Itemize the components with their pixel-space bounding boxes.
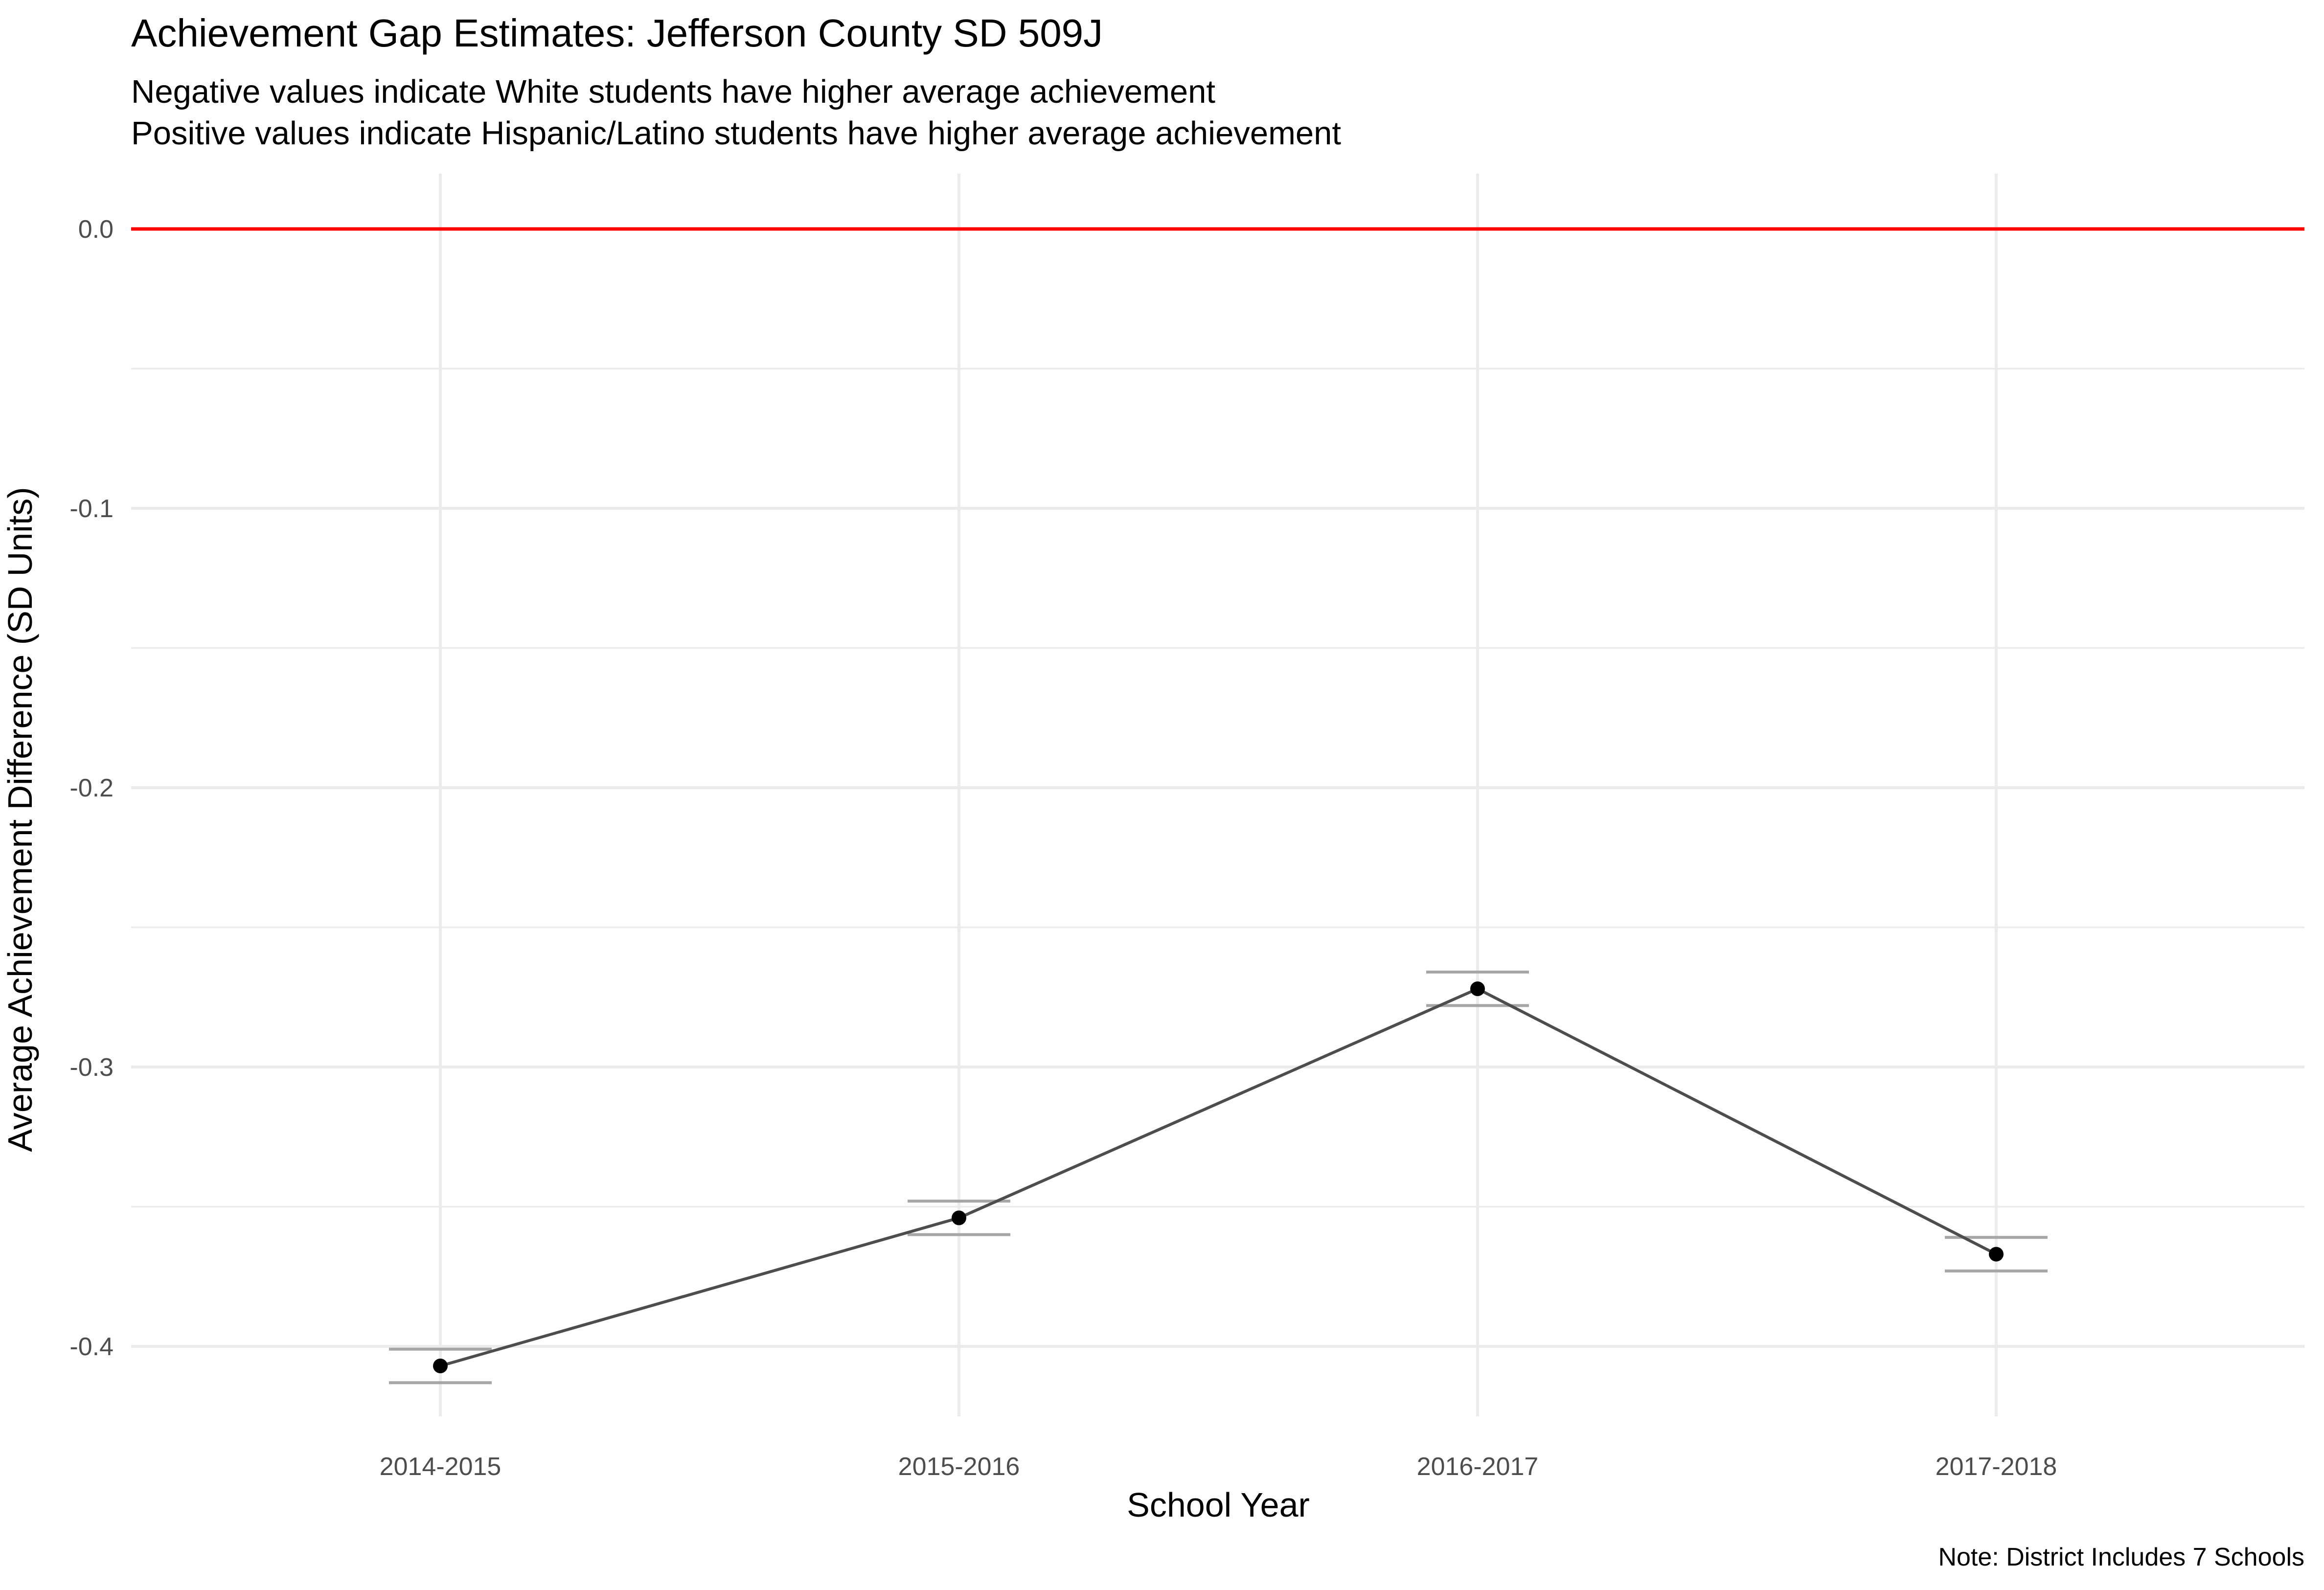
x-tick-label: 2015-2016	[898, 1453, 1020, 1481]
y-tick-label: -0.1	[69, 495, 114, 523]
chart-subtitle-line-1: Negative values indicate White students …	[131, 73, 1215, 110]
y-tick-label: -0.2	[69, 774, 114, 802]
x-tick-label: 2014-2015	[380, 1453, 501, 1481]
x-tick-label: 2016-2017	[1417, 1453, 1539, 1481]
y-tick-label: 0.0	[78, 215, 114, 244]
y-axis-title: Average Achievement Difference (SD Units…	[1, 487, 39, 1152]
chart-subtitle-line-2: Positive values indicate Hispanic/Latino…	[131, 115, 1341, 152]
chart-title: Achievement Gap Estimates: Jefferson Cou…	[131, 11, 1103, 55]
x-axis-ticks: 2014-2015 2015-2016 2016-2017 2017-2018	[380, 1453, 2057, 1481]
data-point	[1470, 981, 1485, 997]
y-axis-ticks: 0.0 -0.1 -0.2 -0.3 -0.4	[69, 215, 114, 1361]
y-tick-label: -0.4	[69, 1333, 114, 1361]
chart-caption: Note: District Includes 7 Schools	[1938, 1543, 2304, 1571]
data-point	[433, 1358, 448, 1373]
data-point	[1989, 1247, 2004, 1262]
series-line	[440, 987, 1997, 1367]
data-point	[952, 1210, 966, 1226]
y-tick-label: -0.3	[69, 1053, 114, 1082]
x-axis-title: School Year	[1127, 1486, 1310, 1524]
x-tick-label: 2017-2018	[1936, 1453, 2057, 1481]
data-series	[389, 970, 2048, 1385]
